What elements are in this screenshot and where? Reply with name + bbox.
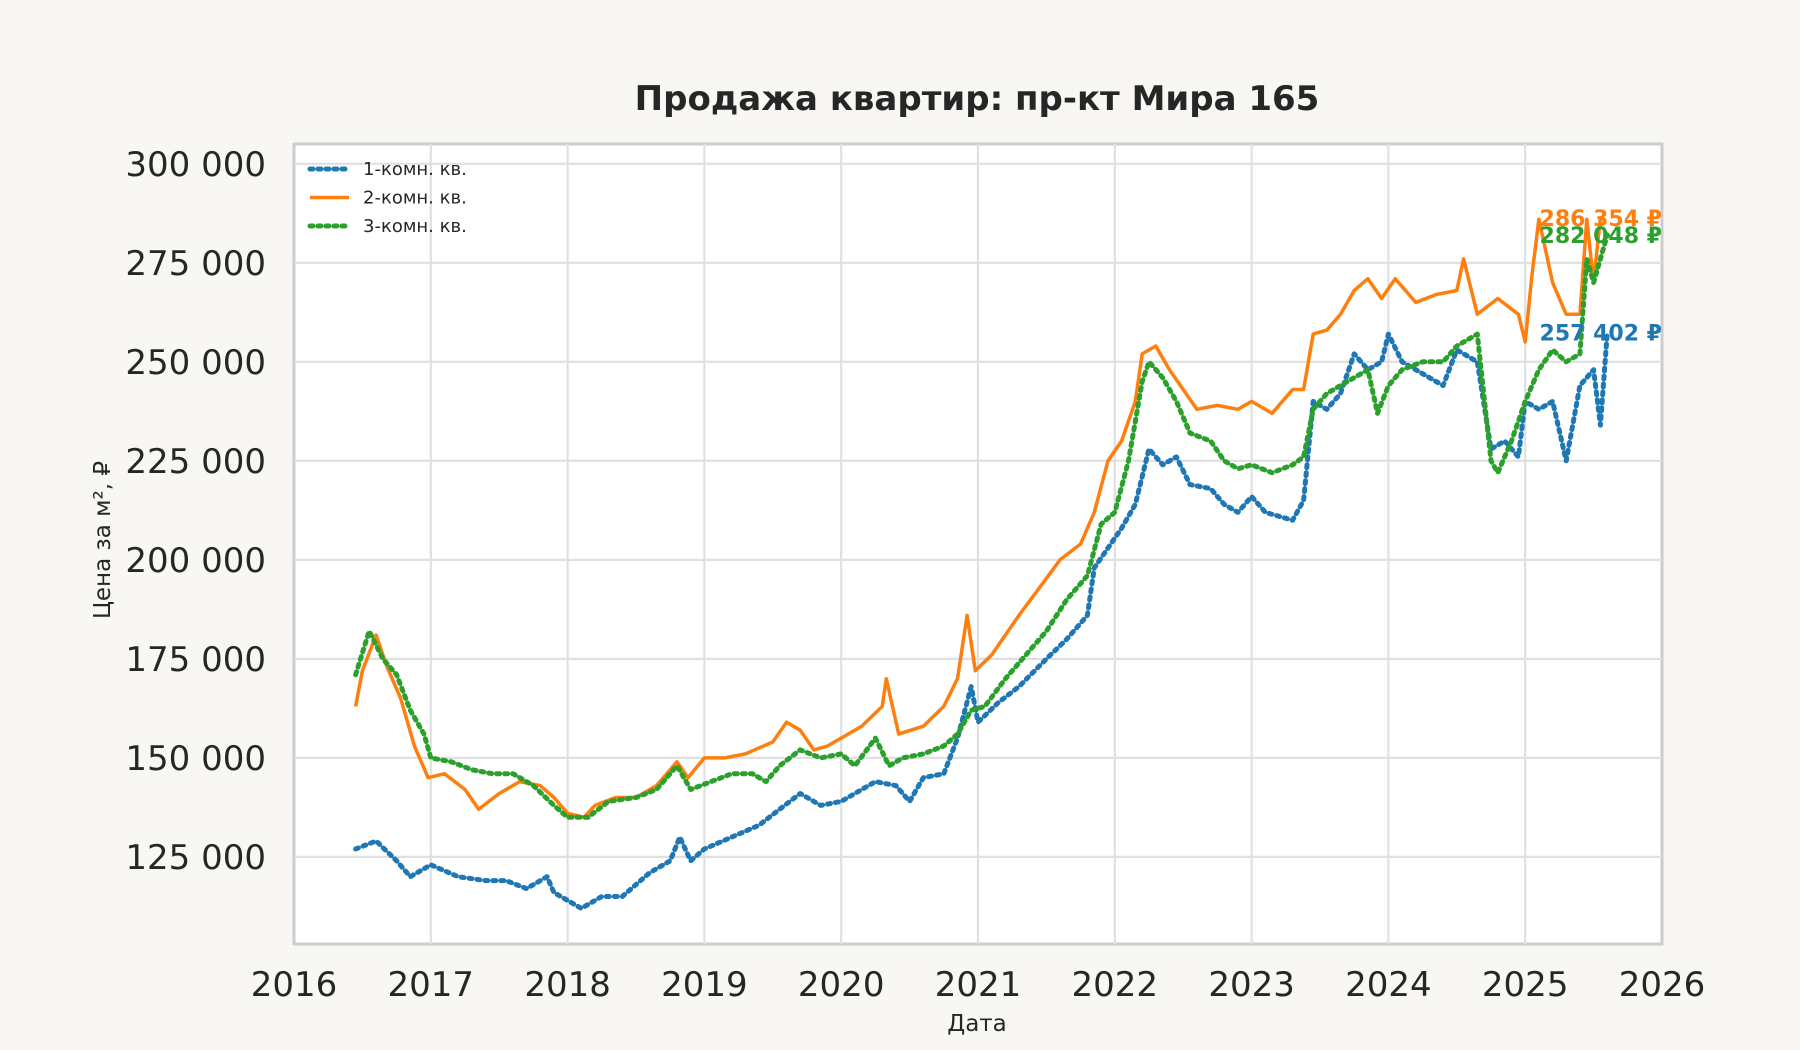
legend-label-3k: 3-комн. кв. (363, 216, 467, 237)
y-tick-label: 150 000 (125, 739, 266, 779)
x-tick-label: 2023 (1208, 965, 1295, 1005)
end-value-label-2k: 286 354 ₽ (1540, 207, 1662, 232)
y-axis-ticks: 125 000 150 000 175 000 200 000 225 000 250 0… (125, 145, 266, 878)
series-line-3k (353, 232, 1610, 820)
series-layer (353, 217, 1610, 911)
x-tick-label: 2022 (1072, 965, 1159, 1005)
y-tick-label: 275 000 (125, 244, 266, 284)
y-tick-label: 200 000 (125, 541, 266, 581)
y-tick-label: 300 000 (125, 145, 266, 185)
y-tick-label: 125 000 (125, 838, 266, 878)
series-line-2k (353, 217, 1603, 820)
x-tick-label: 2018 (524, 965, 611, 1005)
y-tick-label: 250 000 (125, 343, 266, 383)
legend-label-1k: 1-комн. кв. (363, 159, 467, 180)
legend: 1-комн. кв. 2-комн. кв. 3-комн. кв. (307, 159, 467, 237)
end-value-label-3k: 282 048 ₽ (1540, 224, 1662, 249)
x-tick-label: 2025 (1482, 965, 1569, 1005)
end-value-label-1k: 257 402 ₽ (1540, 322, 1662, 347)
y-tick-label: 225 000 (125, 442, 266, 482)
x-tick-label: 2026 (1619, 965, 1706, 1005)
x-tick-label: 2016 (251, 965, 338, 1005)
x-axis-ticks: 2016 2017 2018 2019 2020 2021 2022 2023 2024 2025… (251, 965, 1706, 1005)
y-tick-label: 175 000 (125, 640, 266, 680)
x-tick-label: 2024 (1345, 965, 1432, 1005)
y-axis-label: Цена за м², ₽ (90, 461, 116, 619)
x-tick-label: 2021 (935, 965, 1022, 1005)
legend-label-2k: 2-комн. кв. (363, 188, 467, 209)
chart-title: Продажа квартир: пр-кт Мира 165 (635, 79, 1320, 119)
series-line-1k (353, 330, 1610, 911)
x-tick-label: 2020 (798, 965, 885, 1005)
grid (294, 144, 1662, 944)
x-tick-label: 2019 (661, 965, 748, 1005)
x-axis-label: Дата (947, 1011, 1007, 1037)
end-labels: 257 402 ₽ 286 354 ₽282 048 ₽ (1540, 207, 1662, 347)
x-tick-label: 2017 (388, 965, 475, 1005)
